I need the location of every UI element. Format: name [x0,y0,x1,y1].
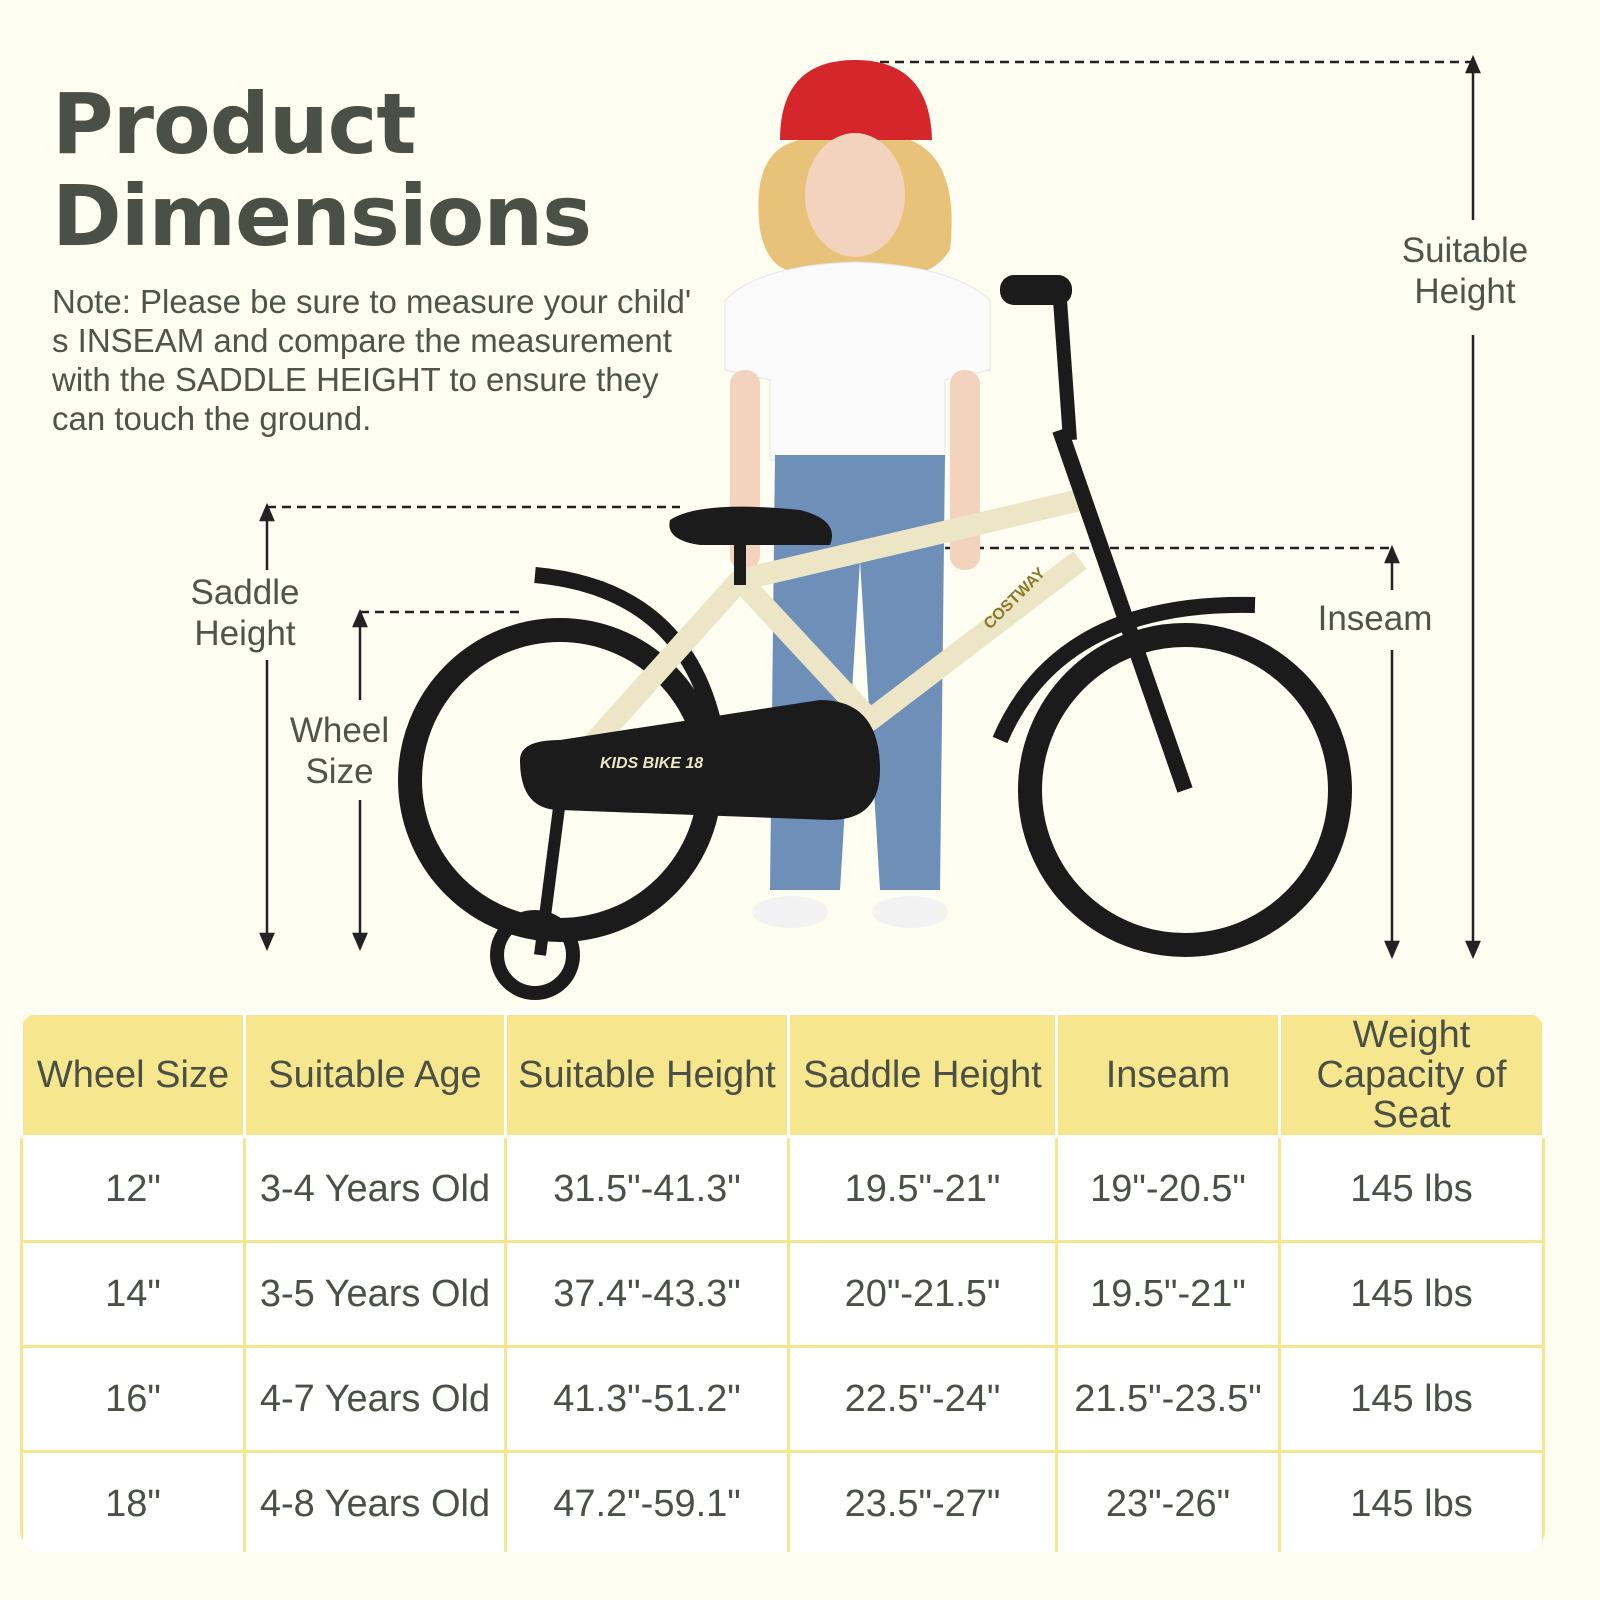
cell-weight-capacity: 145 lbs [1278,1450,1545,1552]
cell-saddle-height: 22.5"-24" [787,1345,1058,1453]
child-figure [724,60,991,928]
cell-inseam: 19.5"-21" [1055,1240,1281,1348]
label-line: Wheel [289,711,390,750]
cell-suitable-age: 4-8 Years Old [243,1450,507,1552]
cell-wheel-size: 18" [20,1450,246,1552]
cell-weight-capacity: 145 lbs [1278,1240,1545,1348]
size-chart-table: Wheel Size Suitable Age Suitable Height … [20,1012,1545,1552]
table-row: 14" 3-5 Years Old 37.4"-43.3" 20"-21.5" 19.5… [20,1240,1545,1348]
wheel-size-label: Wheel Size [282,710,397,792]
cell-wheel-size: 12" [20,1135,246,1243]
cell-suitable-height: 37.4"-43.3" [504,1240,790,1348]
measurement-note: Note: Please be sure to measure your chi… [52,283,692,437]
bike-model-logo: KIDS BIKE 18 [600,755,703,772]
helmet [780,60,932,140]
cell-suitable-age: 4-7 Years Old [243,1345,507,1453]
title-line-1: Product [52,75,417,173]
label-line: Saddle [190,573,300,612]
page-title: Product Dimensions [52,75,592,265]
suitable-height-label: Suitable Height [1395,230,1535,312]
header-wheel-size: Wheel Size [20,1012,246,1138]
bike: KIDS BIKE 18 COSTWAY [398,275,1352,1000]
product-illustration: KIDS BIKE 18 COSTWAY [259,54,1481,1000]
cell-suitable-height: 31.5"-41.3" [504,1135,790,1243]
label-line: Suitable [1401,231,1529,270]
cell-suitable-height: 41.3"-51.2" [504,1345,790,1453]
table-header-row: Wheel Size Suitable Age Suitable Height … [20,1012,1545,1138]
header-saddle-height: Saddle Height [787,1012,1058,1138]
cell-saddle-height: 23.5"-27" [787,1450,1058,1552]
table-row: 18" 4-8 Years Old 47.2"-59.1" 23.5"-27" 23"-… [20,1450,1545,1552]
cell-suitable-height: 47.2"-59.1" [504,1450,790,1552]
cell-saddle-height: 20"-21.5" [787,1240,1058,1348]
cell-inseam: 19"-20.5" [1055,1135,1281,1243]
cell-inseam: 21.5"-23.5" [1055,1345,1281,1453]
saddle-height-label: Saddle Height [180,572,310,654]
cell-suitable-age: 3-4 Years Old [243,1135,507,1243]
header-inseam: Inseam [1055,1012,1281,1138]
inseam-label: Inseam [1317,599,1433,638]
cell-weight-capacity: 145 lbs [1278,1135,1545,1243]
label-line: Height [1414,272,1516,311]
table-row: 16" 4-7 Years Old 41.3"-51.2" 22.5"-24" 21.5… [20,1345,1545,1453]
cell-wheel-size: 14" [20,1240,246,1348]
header-suitable-age: Suitable Age [243,1012,507,1138]
header-suitable-height: Suitable Height [504,1012,790,1138]
label-line: Height [194,614,296,653]
title-line-2: Dimensions [52,167,592,265]
cell-inseam: 23"-26" [1055,1450,1281,1552]
cell-weight-capacity: 145 lbs [1278,1345,1545,1453]
header-weight-capacity: Weight Capacity of Seat [1278,1012,1545,1138]
cell-saddle-height: 19.5"-21" [787,1135,1058,1243]
dimension-guides [267,60,1472,614]
dimension-arrows [259,54,1481,960]
table-row: 12" 3-4 Years Old 31.5"-41.3" 19.5"-21" 19"-… [20,1135,1545,1243]
label-line: Size [305,752,374,791]
cell-wheel-size: 16" [20,1345,246,1453]
cell-suitable-age: 3-5 Years Old [243,1240,507,1348]
